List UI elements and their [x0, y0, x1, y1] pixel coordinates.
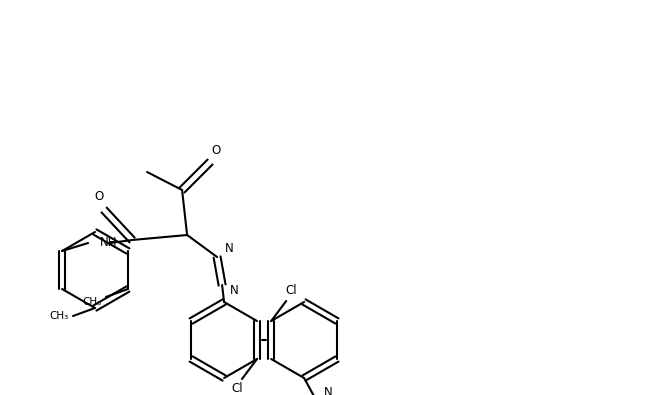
Text: O: O: [94, 190, 103, 203]
Text: O: O: [211, 143, 221, 156]
Text: N: N: [225, 243, 234, 256]
Text: N: N: [324, 386, 333, 395]
Text: CH₃: CH₃: [82, 297, 101, 307]
Text: Cl: Cl: [285, 284, 297, 297]
Text: NH: NH: [100, 237, 117, 250]
Text: N: N: [230, 284, 239, 297]
Text: CH₃: CH₃: [49, 311, 69, 321]
Text: Cl: Cl: [231, 382, 243, 395]
